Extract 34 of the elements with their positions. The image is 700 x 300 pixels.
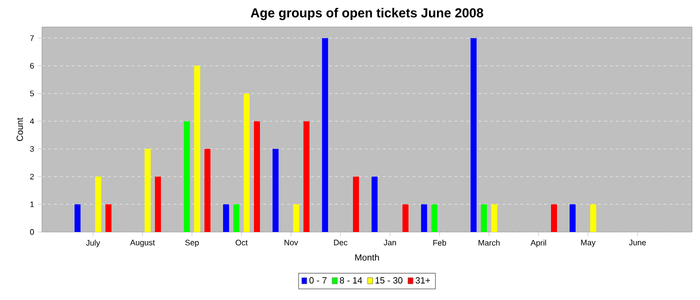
bar <box>372 176 378 232</box>
bar <box>105 204 112 232</box>
bar <box>550 204 557 232</box>
bar <box>402 204 408 232</box>
bar <box>194 66 200 232</box>
bar <box>421 204 428 232</box>
bar <box>184 121 190 232</box>
legend-label: 8 - 14 <box>340 277 362 284</box>
bar <box>272 148 279 232</box>
bar <box>303 121 310 232</box>
x-axis-title: Month <box>355 254 379 261</box>
bar <box>204 148 210 232</box>
bar <box>144 148 151 232</box>
chart-title: Age groups of open tickets June 2008 <box>250 8 484 20</box>
bar <box>470 38 477 232</box>
legend-label: 15 - 30 <box>376 277 402 284</box>
bar <box>74 204 81 232</box>
bar <box>293 204 300 232</box>
bar <box>254 121 260 232</box>
bar <box>590 204 596 232</box>
bar <box>154 176 161 232</box>
y-axis-title: Count <box>16 118 23 142</box>
legend-label: 31+ <box>416 277 430 284</box>
bar <box>233 204 240 232</box>
bar <box>223 204 230 232</box>
bar <box>322 38 328 232</box>
bar <box>244 93 250 232</box>
bar <box>480 204 487 232</box>
bar <box>352 176 359 232</box>
bar <box>491 204 498 232</box>
bar <box>570 204 576 232</box>
bar <box>95 176 102 232</box>
legend-label: 0 - 7 <box>309 277 327 284</box>
bar <box>431 204 438 232</box>
